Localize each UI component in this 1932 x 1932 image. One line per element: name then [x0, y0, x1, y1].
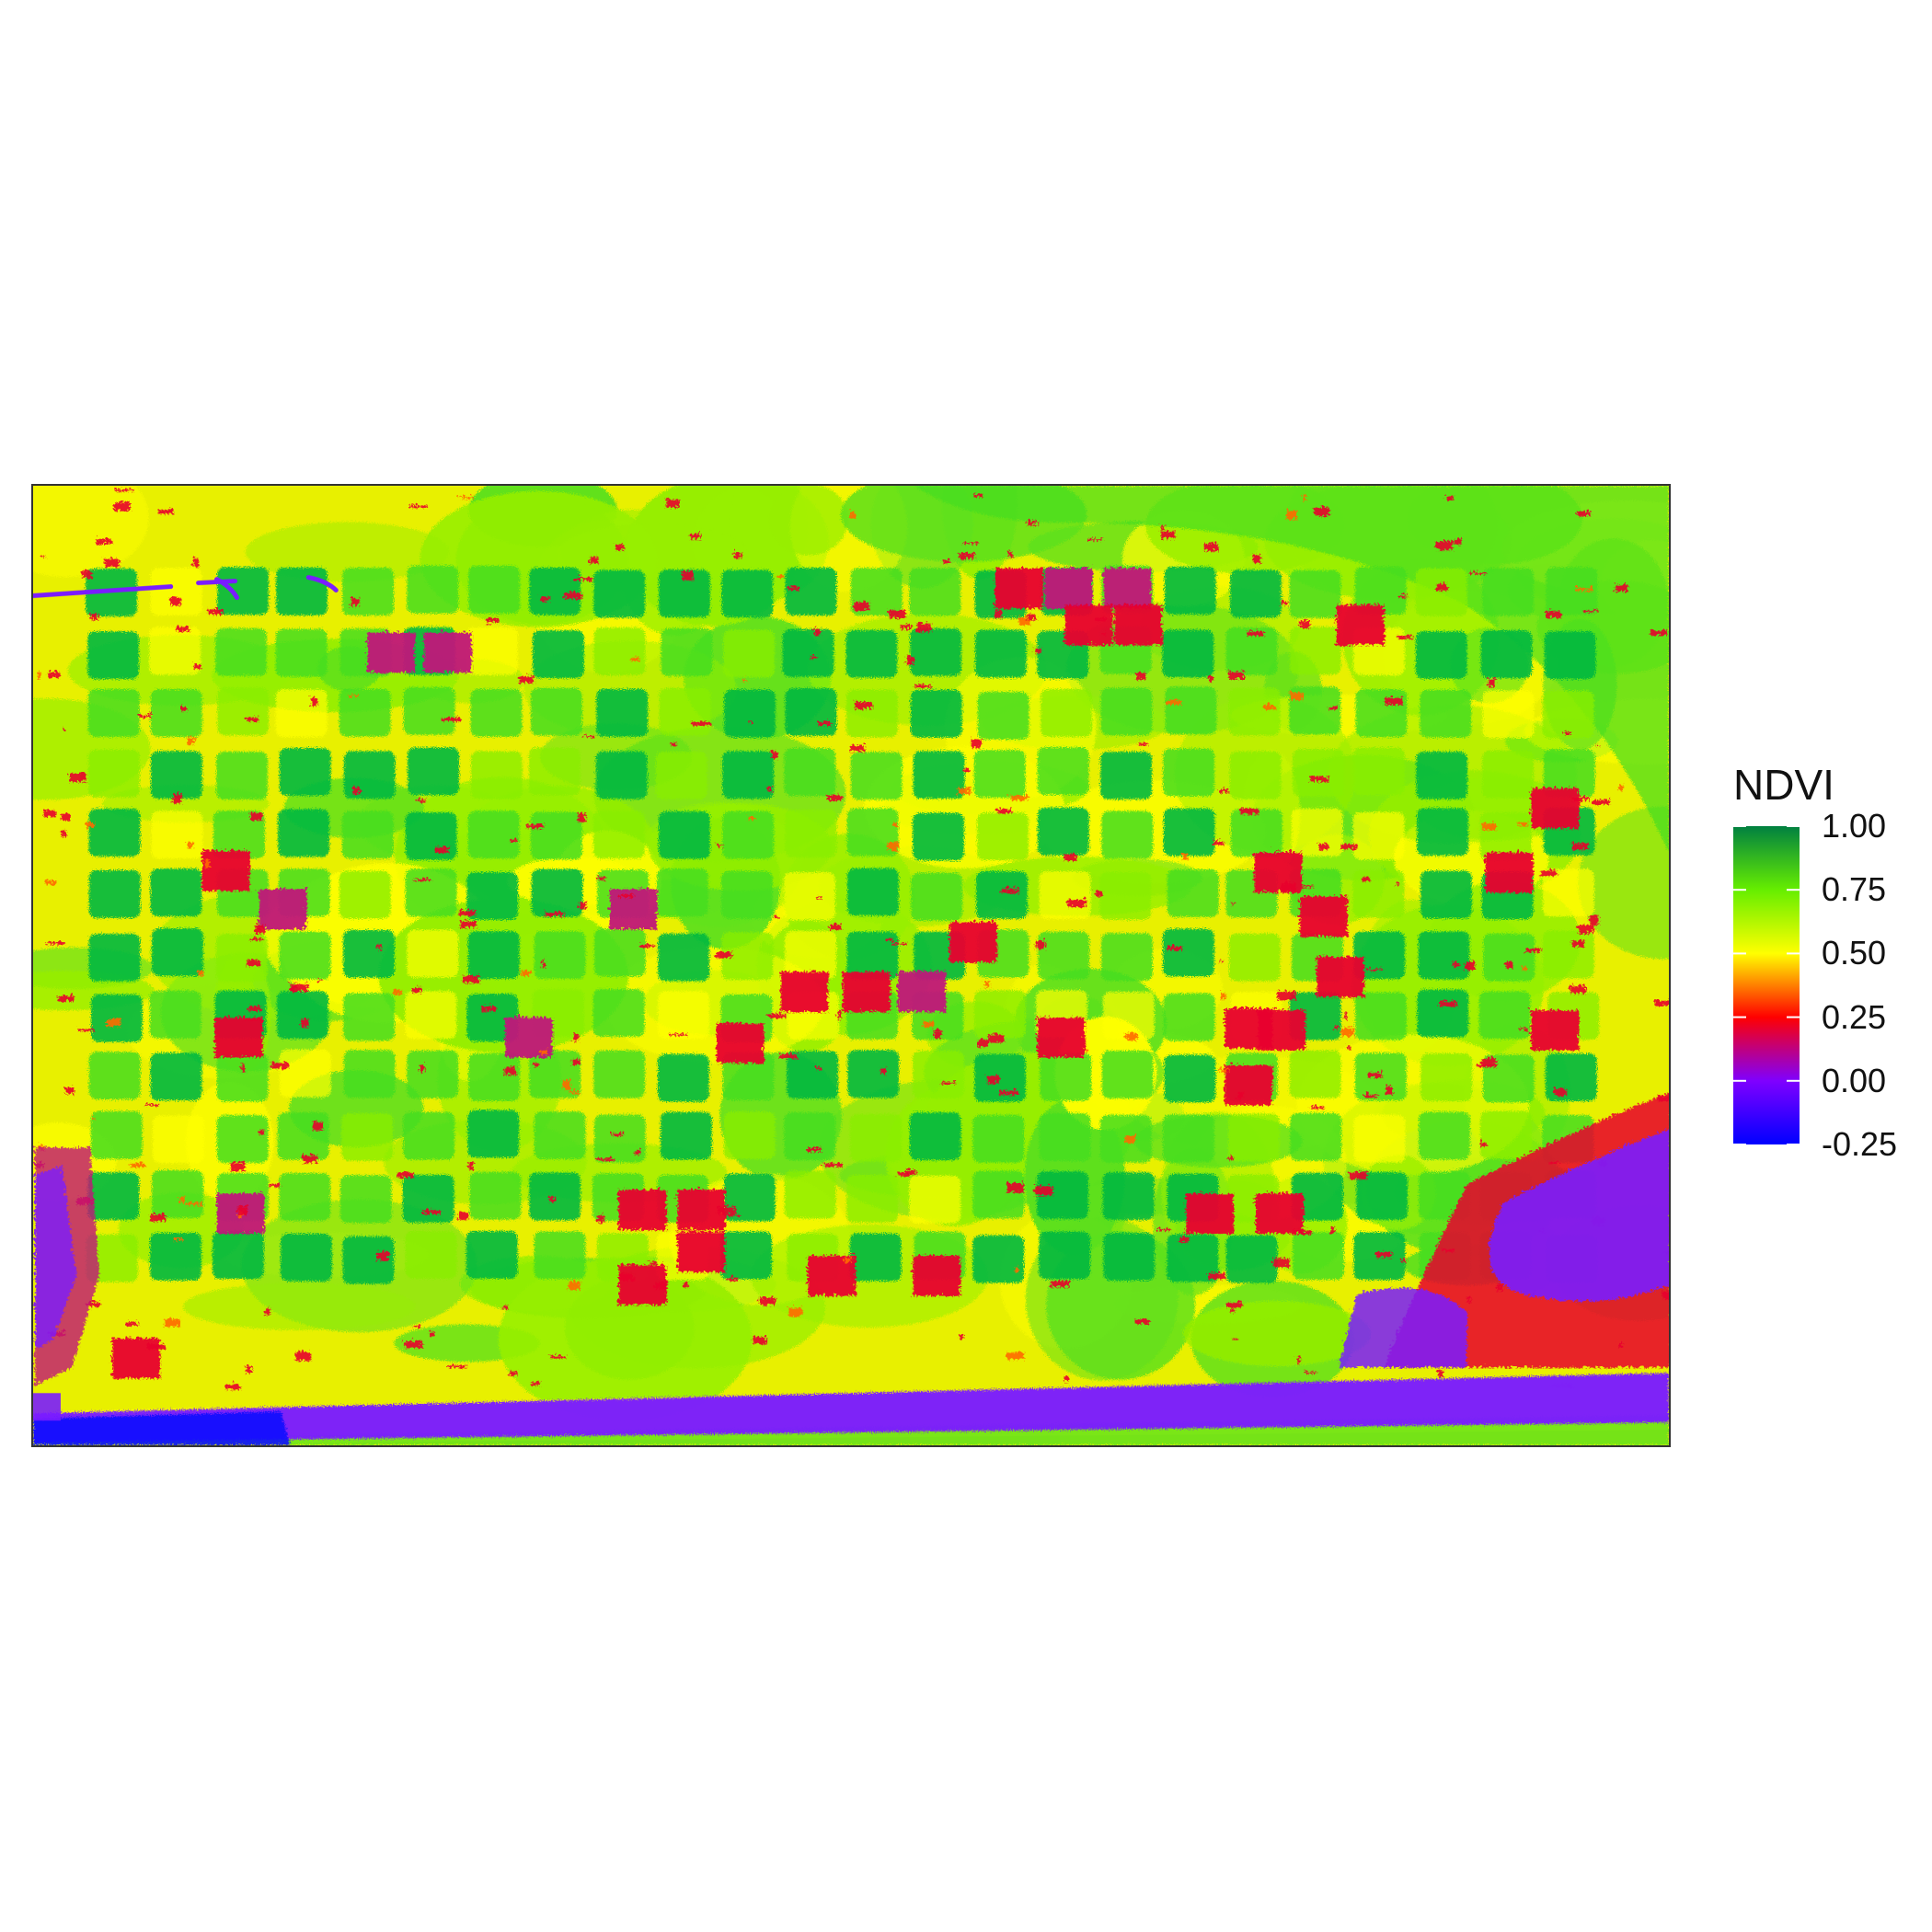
legend-label: 0.00	[1822, 1061, 1887, 1099]
legend-label: 0.75	[1822, 870, 1887, 909]
ndvi-map	[31, 484, 1671, 1447]
legend-colorbar	[1733, 826, 1800, 1144]
legend: NDVI 1.00 0.75 0.50 0.25 0.00 -0.25	[1733, 764, 1932, 1178]
legend-label: 0.50	[1822, 934, 1887, 972]
legend-label: 0.25	[1822, 997, 1887, 1036]
legend-title: NDVI	[1733, 761, 1834, 809]
legend-gradient	[1733, 826, 1800, 1144]
ndvi-raster	[33, 486, 1669, 1445]
legend-label: 1.00	[1822, 807, 1887, 845]
legend-label: -0.25	[1822, 1125, 1898, 1163]
